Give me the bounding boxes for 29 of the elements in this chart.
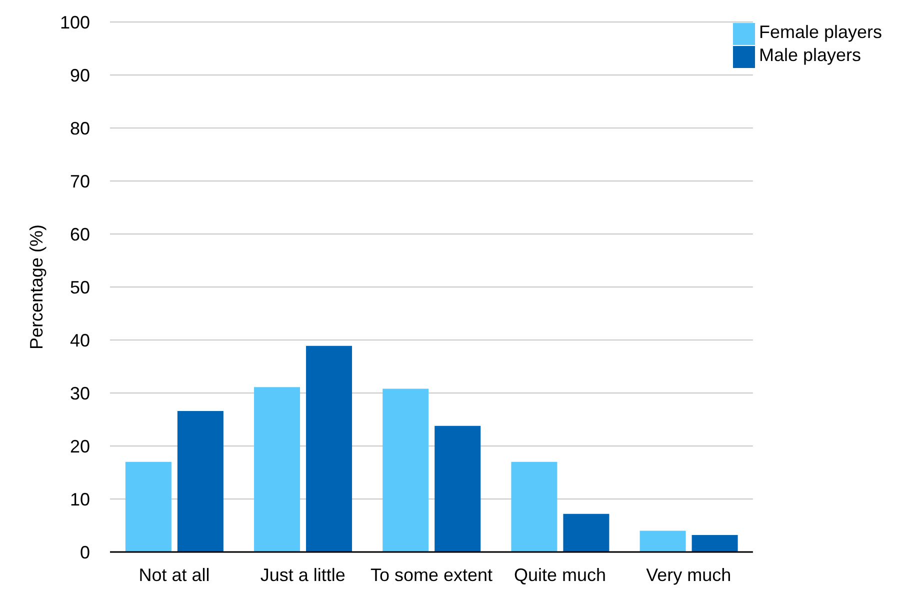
bar [306,346,352,552]
bar [125,462,172,552]
y-tick-label: 40 [70,330,90,350]
x-tick-label: To some extent [370,564,493,585]
bar [692,535,738,552]
y-tick-label: 10 [70,489,90,510]
x-tick-label: Very much [646,564,732,585]
bar [382,388,429,552]
y-tick-label: 30 [70,383,90,404]
y-tick-label: 50 [70,277,90,298]
bar [177,411,224,552]
y-tick-label: 70 [70,171,90,192]
y-tick-label: 0 [80,542,90,562]
x-tick-label: Not at all [138,564,210,585]
bar [434,426,481,552]
y-tick-label: 20 [70,436,90,456]
x-tick-label: Quite much [514,564,606,585]
y-tick-label: 90 [70,65,90,86]
bar [563,514,610,552]
y-tick-label: 60 [70,224,90,244]
y-axis-title: Percentage (%) [26,224,46,350]
legend-label: Female players [758,22,882,42]
y-tick-label: 100 [60,12,90,32]
x-tick-label: Just a little [260,564,346,585]
bar [254,387,300,552]
bar [640,530,686,552]
bar [511,462,558,552]
y-tick-label: 80 [70,118,90,138]
legend-label: Male players [758,44,861,65]
